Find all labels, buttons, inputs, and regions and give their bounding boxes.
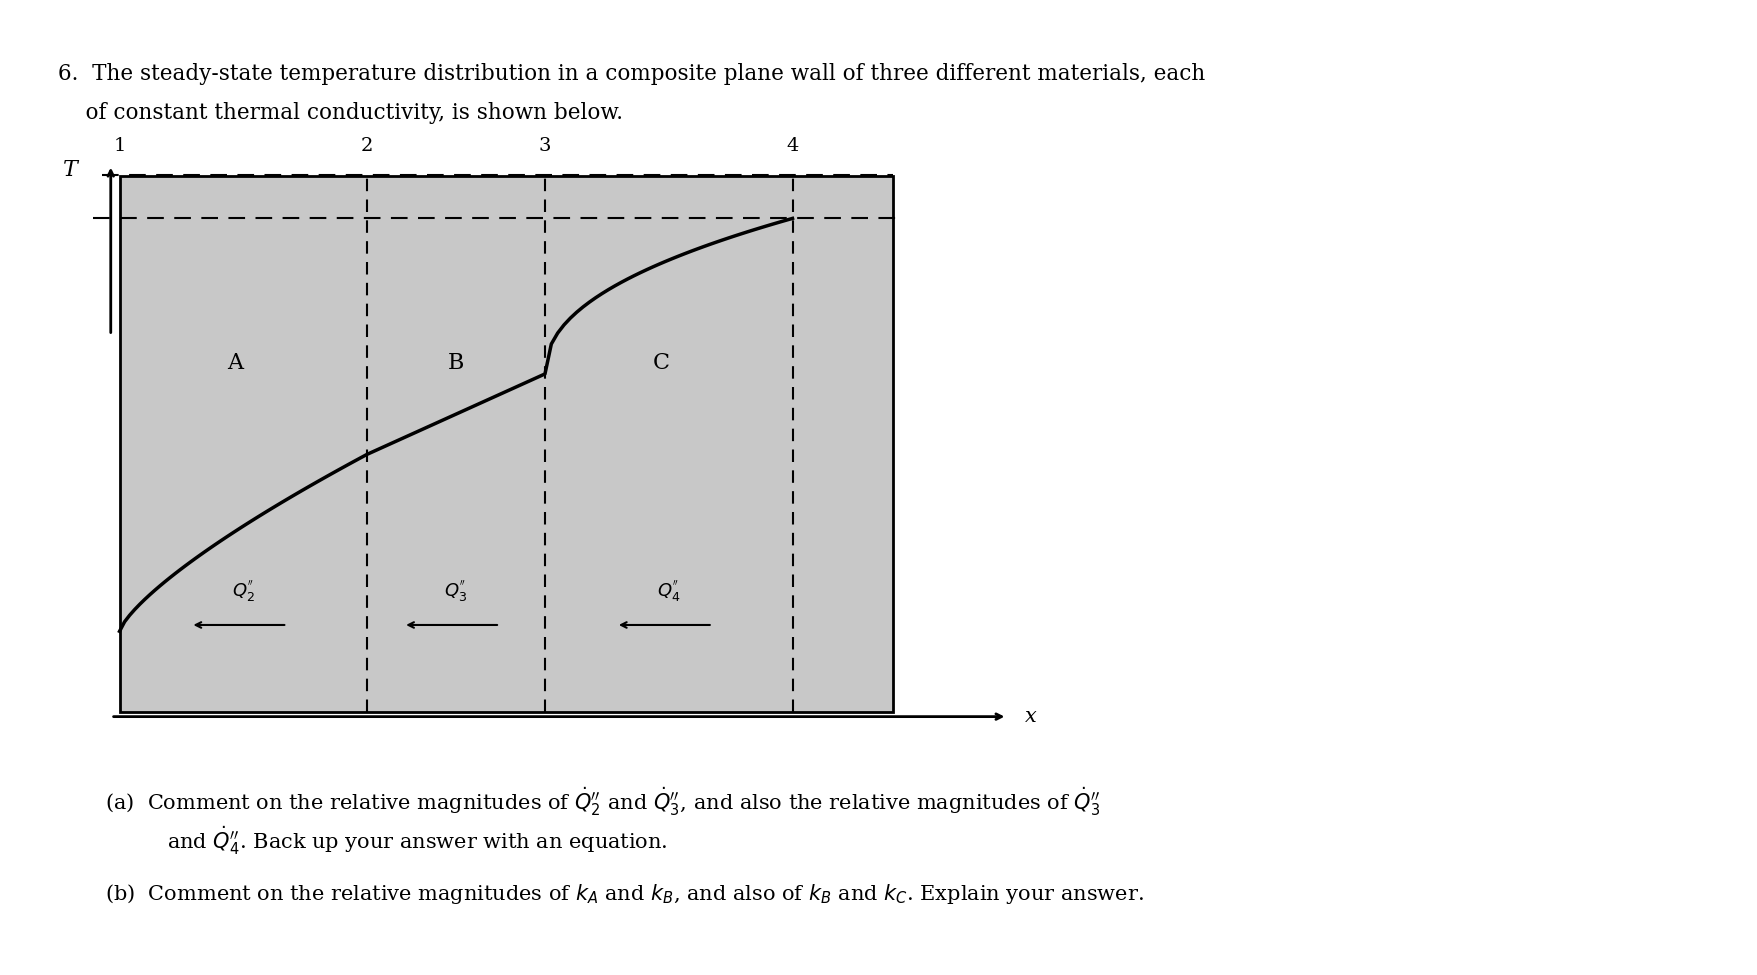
Text: (b)  Comment on the relative magnitudes of $k_A$ and $k_B$, and also of $k_B$ an: (b) Comment on the relative magnitudes o… xyxy=(105,882,1144,907)
Text: 3: 3 xyxy=(538,137,552,155)
Text: and $\dot{Q}_4''$. Back up your answer with an equation.: and $\dot{Q}_4''$. Back up your answer w… xyxy=(167,824,668,857)
Text: (a)  Comment on the relative magnitudes of $\dot{Q}_2''$ and $\dot{Q}_3''$, and : (a) Comment on the relative magnitudes o… xyxy=(105,785,1100,818)
Text: 4: 4 xyxy=(785,137,798,155)
Text: $Q_4^{''}$: $Q_4^{''}$ xyxy=(657,578,680,604)
Text: x: x xyxy=(1024,707,1037,726)
Text: B: B xyxy=(448,352,464,374)
Text: 2: 2 xyxy=(360,137,372,155)
Text: $Q_2^{''}$: $Q_2^{''}$ xyxy=(232,578,255,604)
Text: C: C xyxy=(652,352,669,374)
Text: A: A xyxy=(227,352,244,374)
Text: 1: 1 xyxy=(112,137,127,155)
Text: 6.  The steady-state temperature distribution in a composite plane wall of three: 6. The steady-state temperature distribu… xyxy=(58,63,1205,86)
Text: $Q_3^{''}$: $Q_3^{''}$ xyxy=(445,578,467,604)
Bar xyxy=(119,176,893,712)
Text: of constant thermal conductivity, is shown below.: of constant thermal conductivity, is sho… xyxy=(58,102,622,125)
Text: T: T xyxy=(63,159,77,180)
